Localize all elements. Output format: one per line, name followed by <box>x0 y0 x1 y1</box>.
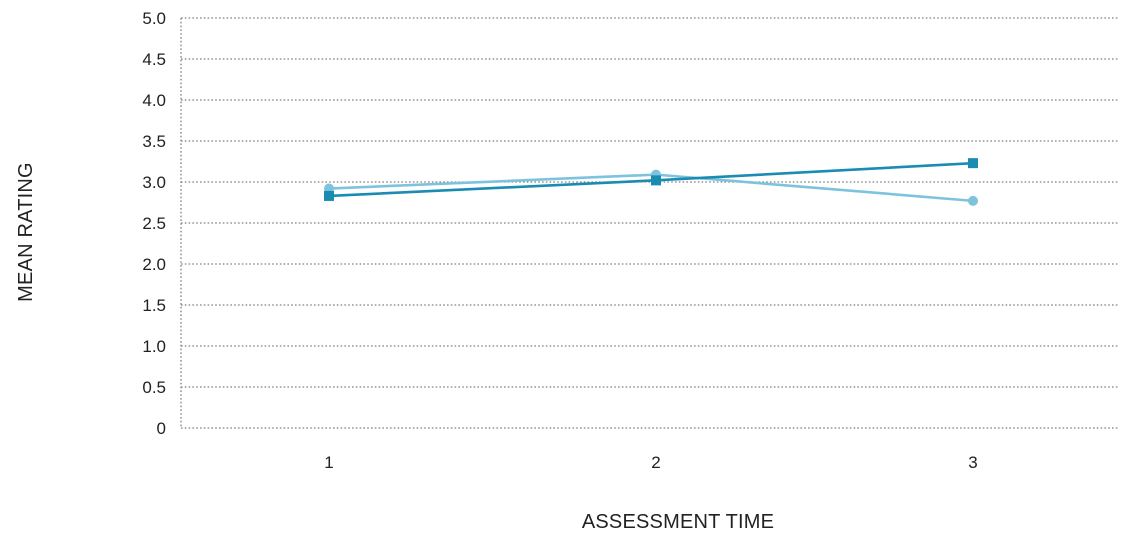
y-tick-label: 2.0 <box>142 255 166 274</box>
y-tick-label: 3.5 <box>142 132 166 151</box>
y-axis-title: MEAN RATING <box>15 162 37 302</box>
x-axis-ticks: 1 2 3 <box>324 453 977 472</box>
y-tick-label: 3.0 <box>142 173 166 192</box>
grid-layer <box>180 17 1119 429</box>
y-tick-label: 5.0 <box>142 9 166 28</box>
x-axis-title: ASSESSMENT TIME <box>582 511 774 533</box>
y-tick-label: 2.5 <box>142 214 166 233</box>
series-layer <box>324 158 978 206</box>
y-tick-label: 4.5 <box>142 50 166 69</box>
y-tick-label: 1.5 <box>142 296 166 315</box>
y-axis-ticks: 0 0.5 1.0 1.5 2.0 2.5 3.0 3.5 4.0 4.5 5.0 <box>142 9 166 438</box>
y-tick-label: 1.0 <box>142 337 166 356</box>
series-2-point <box>324 190 334 201</box>
x-tick-label: 3 <box>968 453 977 472</box>
y-tick-label: 0 <box>157 419 166 438</box>
y-tick-label: 0.5 <box>142 378 166 397</box>
x-tick-label: 1 <box>324 453 333 472</box>
y-tick-label: 4.0 <box>142 91 166 110</box>
series-1-point <box>968 195 978 206</box>
series-2-point <box>968 158 978 169</box>
series-2-point <box>651 175 661 186</box>
x-tick-label: 2 <box>651 453 660 472</box>
